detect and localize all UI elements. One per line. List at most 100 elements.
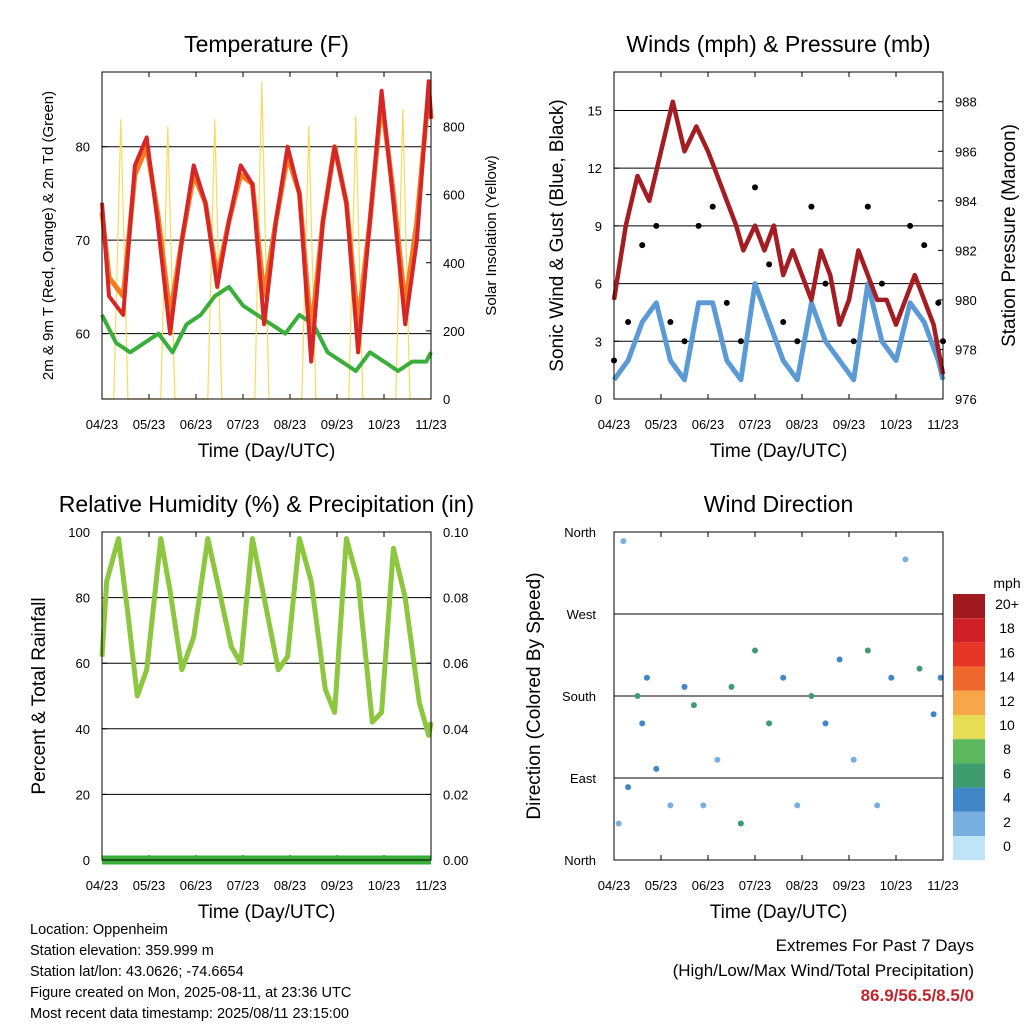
legend-swatch xyxy=(953,690,985,715)
x-tick-label: 11/23 xyxy=(415,878,447,893)
y2-tick-label: 400 xyxy=(443,256,465,271)
x-axis-label: Time (Day/UTC) xyxy=(198,902,336,923)
x-tick-label: 07/23 xyxy=(227,878,260,893)
gust-point xyxy=(935,299,942,306)
x-tick-label: 09/23 xyxy=(833,878,866,893)
legend-swatch xyxy=(953,836,985,861)
latlon-text: Station lat/lon: 43.0626; -74.6654 xyxy=(30,964,244,980)
y2-tick-label: 982 xyxy=(955,243,977,258)
wind-direction-point xyxy=(714,756,721,763)
legend-label: 8 xyxy=(1003,741,1011,757)
y-axis-label: Direction (Colored By Speed) xyxy=(524,572,545,819)
x-axis-label: Time (Day/UTC) xyxy=(198,441,336,462)
series-2m-temperature xyxy=(100,79,433,364)
legend-swatch xyxy=(953,763,985,788)
gust-point xyxy=(766,261,773,268)
y2-tick-label: 0.04 xyxy=(443,722,468,737)
wind-direction-point xyxy=(667,802,674,809)
y2-tick-label: 986 xyxy=(955,144,977,159)
wind-direction-point xyxy=(916,665,923,672)
wind-direction-point xyxy=(864,647,871,654)
wind-direction-point xyxy=(937,674,944,681)
y2-tick-label: 600 xyxy=(443,188,465,203)
wind-direction-point xyxy=(690,702,697,709)
wind-direction-point xyxy=(808,693,815,699)
x-tick-label: 04/23 xyxy=(86,878,119,893)
gust-point xyxy=(850,338,857,345)
x-tick-label: 07/23 xyxy=(227,417,260,432)
x-axis-label: Time (Day/UTC) xyxy=(710,902,848,923)
y2-tick-label: 800 xyxy=(443,120,465,135)
series-2m-dewpoint xyxy=(100,284,433,373)
extremes-title: Extremes For Past 7 Days xyxy=(775,936,974,955)
gust-point xyxy=(822,280,829,287)
y-tick-label: 80 xyxy=(76,140,90,155)
legend-label: 6 xyxy=(1003,765,1011,781)
wind-direction-point xyxy=(836,656,843,663)
chart-panel-3: Relative Humidity (%) & Precipitation (i… xyxy=(29,491,474,923)
y2-tick-label: 984 xyxy=(955,194,977,209)
extremes-values: 86.9/56.5/8.5/0 xyxy=(860,986,974,1005)
x-tick-label: 11/23 xyxy=(415,417,447,432)
wind-direction-point xyxy=(794,802,801,809)
gust-point xyxy=(921,242,928,249)
recent-text: Most recent data timestamp: 2025/08/11 2… xyxy=(30,1006,349,1022)
x-tick-label: 08/23 xyxy=(274,878,307,893)
legend-swatch xyxy=(953,811,985,836)
x-tick-label: 04/23 xyxy=(598,417,631,432)
x-tick-label: 09/23 xyxy=(321,417,354,432)
gust-point xyxy=(864,203,871,210)
y2-tick-label: 0.10 xyxy=(443,525,468,540)
x-tick-label: 05/23 xyxy=(133,417,166,432)
x-tick-label: 11/23 xyxy=(927,417,959,432)
y-tick-label: 40 xyxy=(76,722,90,737)
legend-swatch xyxy=(953,787,985,812)
wind-direction-point xyxy=(766,720,773,727)
wind-direction-point xyxy=(634,693,641,699)
wind-direction-point xyxy=(615,820,622,827)
gust-point xyxy=(907,222,914,229)
gust-point xyxy=(780,319,787,326)
y-tick-label: West xyxy=(567,607,597,622)
created-text: Figure created on Mon, 2025-08-11, at 23… xyxy=(30,985,352,1001)
y-axis-label: Percent & Total Rainfall xyxy=(29,597,50,794)
chart-title: Temperature (F) xyxy=(184,31,349,57)
y-tick-label: South xyxy=(562,689,596,704)
y-tick-label: 12 xyxy=(588,161,602,176)
legend-swatch xyxy=(953,715,985,740)
y-tick-label: 20 xyxy=(76,787,90,802)
extremes-block: Extremes For Past 7 Days (High/Low/Max W… xyxy=(673,933,974,1008)
gust-point xyxy=(667,319,674,326)
wind-direction-point xyxy=(625,784,632,791)
series-relative-humidity xyxy=(99,536,434,738)
chart-panel-2: Winds (mph) & Pressure (mb) 04/23 05/23 06/… xyxy=(547,31,1020,462)
y-tick-label: 0 xyxy=(83,853,90,868)
legend-label: 2 xyxy=(1003,814,1011,830)
chart-title: Winds (mph) & Pressure (mb) xyxy=(626,31,930,57)
y2-tick-label: 0.06 xyxy=(443,656,468,671)
y-tick-label: 15 xyxy=(588,103,602,118)
elevation-text: Station elevation: 359.999 m xyxy=(30,943,214,959)
y-tick-label: 60 xyxy=(76,327,90,342)
y2-tick-label: 980 xyxy=(955,293,977,308)
y2-tick-label: 976 xyxy=(955,392,977,407)
gust-point xyxy=(808,203,815,210)
y-tick-label: 70 xyxy=(76,233,90,248)
legend-swatch xyxy=(953,739,985,764)
gust-point xyxy=(639,242,646,249)
y2-tick-label: 0.02 xyxy=(443,787,468,802)
legend-swatch xyxy=(953,666,985,691)
legend-swatch xyxy=(953,618,985,643)
y2-tick-label: 0.00 xyxy=(443,853,468,868)
location-text: Location: Oppenheim xyxy=(30,922,168,938)
chart-title: Wind Direction xyxy=(704,491,854,517)
wind-direction-point xyxy=(780,674,787,681)
y-tick-label: 9 xyxy=(595,219,602,234)
x-tick-label: 06/23 xyxy=(180,417,213,432)
series-sonic-wind xyxy=(611,281,946,383)
x-tick-label: 10/23 xyxy=(368,878,401,893)
series-station-pressure xyxy=(611,99,946,375)
x-tick-label: 09/23 xyxy=(321,878,354,893)
x-tick-label: 05/23 xyxy=(133,878,166,893)
